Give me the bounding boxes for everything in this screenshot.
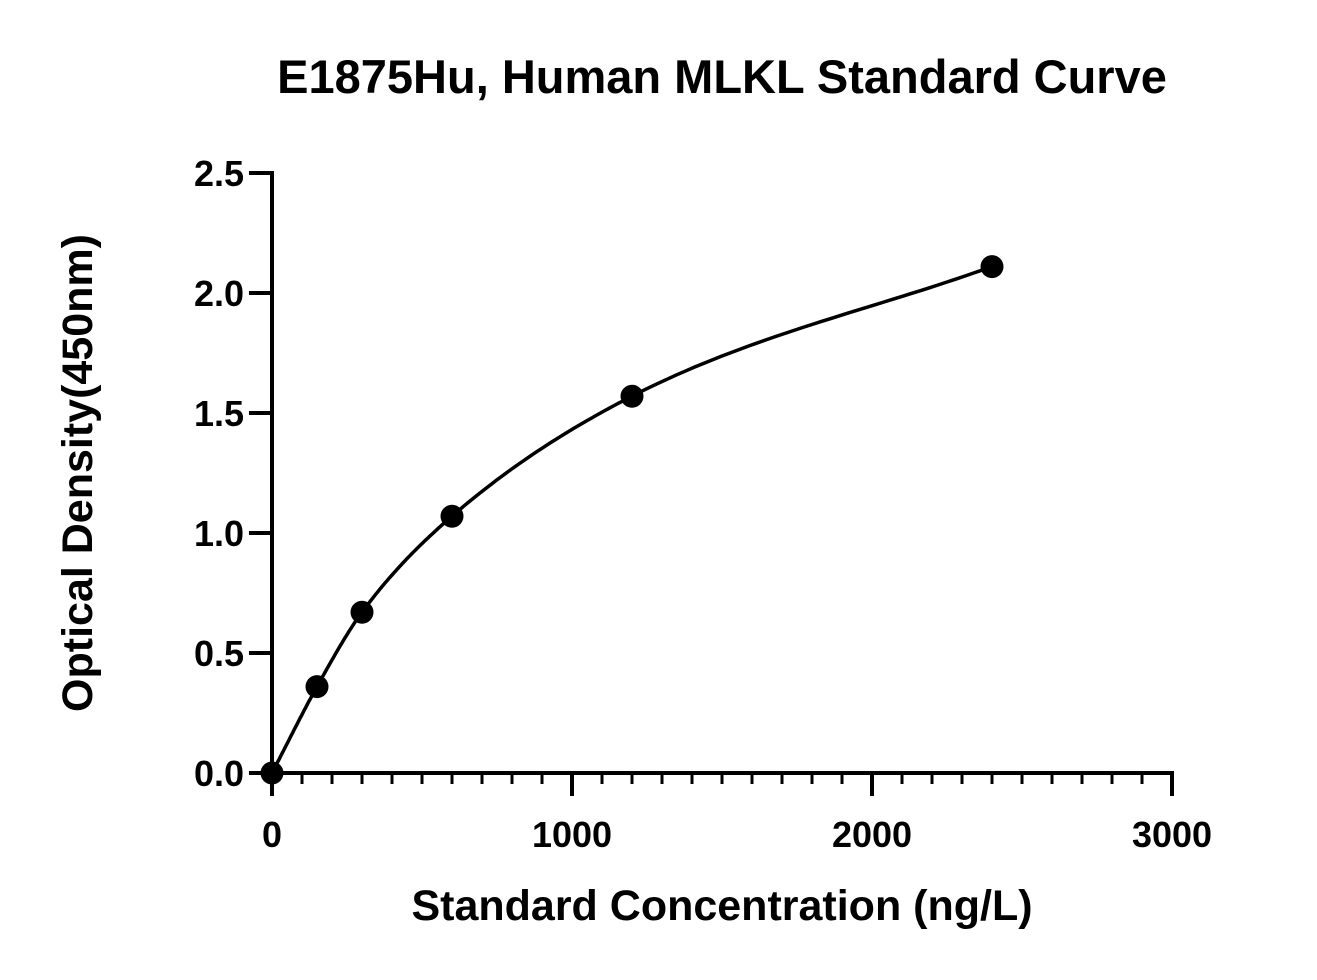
data-point: [440, 504, 464, 528]
x-tick-label: 0: [262, 814, 282, 855]
y-tick-label: 1.0: [194, 513, 244, 554]
x-tick-label: 2000: [832, 814, 912, 855]
data-points-group: [260, 255, 1004, 785]
fit-curve-group: [270, 264, 993, 774]
y-tick-label: 2.0: [194, 273, 244, 314]
y-tick-label: 1.5: [194, 393, 244, 434]
y-tick-label: 0.0: [194, 753, 244, 794]
chart-title: E1875Hu, Human MLKL Standard Curve: [277, 50, 1167, 103]
data-point: [620, 384, 644, 408]
x-axis-title: Standard Concentration (ng/L): [411, 882, 1032, 930]
x-tick-label: 1000: [532, 814, 612, 855]
data-point: [980, 255, 1004, 279]
fit-curve-line: [270, 264, 993, 774]
data-point: [305, 675, 329, 699]
y-axis-title: Optical Density(450nm): [54, 234, 102, 712]
data-point: [350, 600, 374, 624]
y-tick-label: 2.5: [194, 153, 244, 194]
x-tick-label: 3000: [1132, 814, 1212, 855]
y-tick-label: 0.5: [194, 633, 244, 674]
axes-group: 0 1000 2000 3000 0.0 0.5 1.0 1.5 2.0 2.5: [194, 153, 1212, 855]
data-point: [260, 761, 284, 785]
